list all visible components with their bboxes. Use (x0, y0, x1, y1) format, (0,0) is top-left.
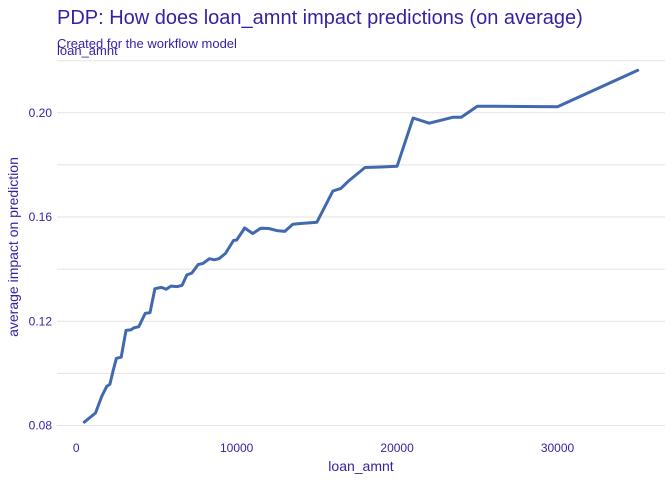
x-tick-label: 30000 (541, 441, 575, 455)
x-axis-label: loan_amnt (328, 458, 393, 474)
y-axis-label: average impact on prediction (5, 157, 21, 337)
y-tick-label: 0.12 (29, 314, 53, 328)
y-tick-label: 0.16 (29, 210, 53, 224)
x-axis-ticks: 0 10000 20000 30000 (73, 441, 575, 455)
grid-lines (57, 60, 665, 426)
pdp-line (82, 68, 640, 424)
series-lines (82, 68, 640, 424)
x-tick-label: 0 (73, 441, 80, 455)
x-tick-label: 10000 (220, 441, 254, 455)
chart-title: PDP: How does loan_amnt impact predictio… (57, 7, 583, 29)
y-tick-label: 0.20 (29, 106, 53, 120)
panel-label: loan_amnt (57, 43, 118, 58)
y-tick-label: 0.08 (29, 418, 53, 432)
chart-subtitle: Created for the workflow model (57, 36, 237, 51)
y-axis-ticks: 0.08 0.12 0.16 0.20 (29, 106, 53, 433)
x-tick-label: 20000 (380, 441, 414, 455)
